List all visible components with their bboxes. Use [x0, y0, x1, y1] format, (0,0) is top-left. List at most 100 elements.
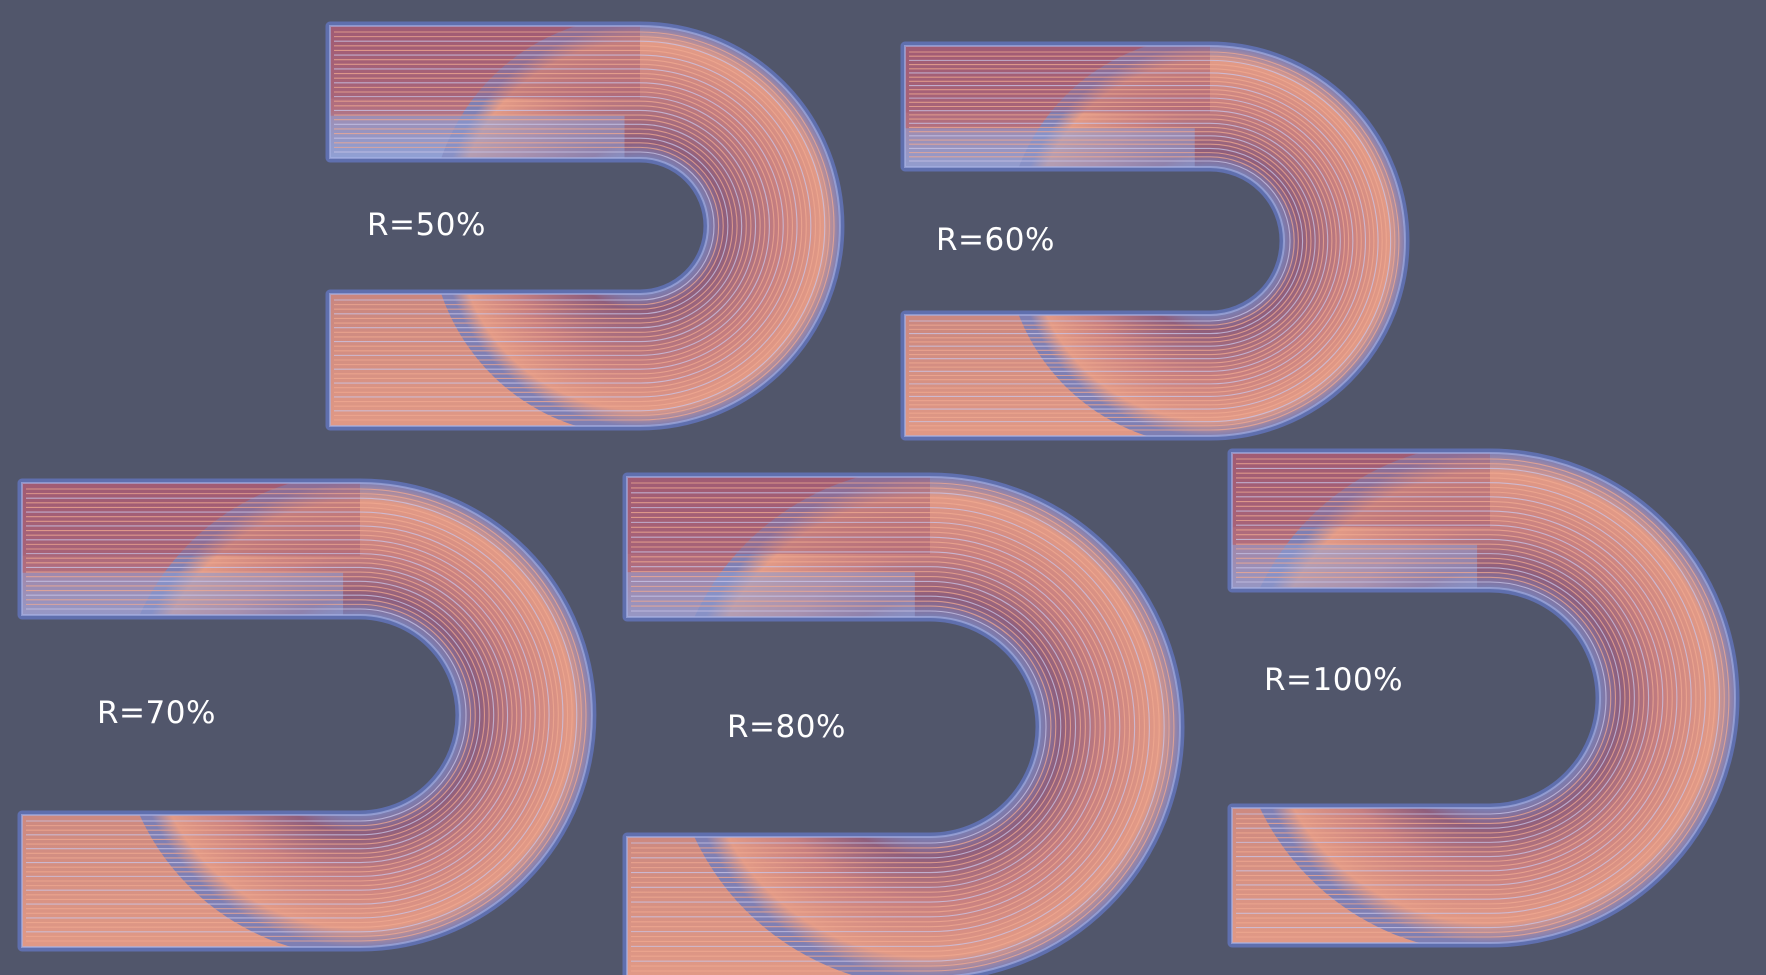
streamline	[334, 86, 780, 366]
streamline	[909, 84, 1366, 398]
streamline	[334, 151, 715, 301]
panel-label-r80: R=80%	[727, 709, 846, 745]
streamline	[631, 580, 1077, 874]
panel-label-r100: R=100%	[1264, 662, 1404, 698]
streamlines	[631, 482, 1175, 972]
streamline	[909, 122, 1329, 360]
streamline	[1236, 538, 1650, 858]
streamline	[1236, 562, 1626, 834]
streamline	[1236, 472, 1716, 924]
streamline	[909, 55, 1396, 427]
streamline	[26, 502, 573, 928]
streamline	[334, 54, 812, 398]
streamline	[26, 585, 490, 845]
streamline	[334, 63, 803, 389]
streamline	[26, 562, 513, 868]
streamline	[631, 556, 1101, 898]
streamline	[631, 605, 1052, 849]
wall-highlight	[626, 476, 1181, 975]
streamline	[909, 59, 1392, 423]
streamline	[26, 493, 582, 937]
streamline	[334, 132, 733, 320]
wall-highlight	[329, 25, 841, 427]
streamline	[631, 541, 1116, 913]
streamline	[631, 566, 1091, 888]
streamline	[334, 128, 738, 324]
streamline	[26, 488, 587, 942]
panel-label-r70: R=70%	[97, 695, 216, 731]
streamline	[26, 576, 499, 854]
streamline	[26, 516, 559, 914]
streamline	[631, 610, 1047, 844]
streamline	[334, 68, 798, 384]
streamline	[631, 600, 1057, 854]
streamlines	[1236, 458, 1730, 938]
streamline	[909, 135, 1316, 347]
streamline	[26, 580, 495, 850]
streamline	[334, 82, 784, 370]
streamline	[909, 64, 1387, 418]
streamline	[1236, 496, 1692, 900]
streamline	[26, 511, 564, 919]
streamline	[909, 118, 1333, 364]
streamline	[1236, 515, 1673, 881]
streamline	[909, 147, 1304, 335]
streamline	[26, 506, 569, 924]
streamline	[909, 114, 1337, 368]
u-bend-panel-r100	[1227, 448, 1740, 948]
streamline	[334, 123, 743, 329]
streamline	[909, 51, 1400, 431]
streamline	[631, 561, 1096, 893]
streamline	[909, 80, 1371, 402]
wall-highlight	[904, 45, 1406, 437]
streamline	[1236, 524, 1664, 872]
streamline	[26, 566, 509, 864]
streamline	[26, 539, 536, 891]
streamline	[1236, 486, 1702, 910]
streamline	[26, 543, 532, 887]
streamline	[1236, 553, 1635, 843]
streamline	[909, 152, 1299, 330]
streamline	[1236, 477, 1711, 919]
streamline	[909, 93, 1358, 389]
streamline	[26, 589, 485, 841]
streamline	[631, 482, 1175, 972]
streamline	[26, 571, 504, 859]
wall-highlight	[21, 482, 593, 948]
streamline	[334, 96, 770, 356]
wall-highlight	[1231, 452, 1736, 944]
streamline	[1236, 581, 1607, 815]
streamline	[26, 548, 527, 882]
streamline	[1236, 467, 1721, 929]
streamline	[334, 49, 817, 403]
streamline	[631, 595, 1062, 859]
streamline	[631, 590, 1067, 864]
streamline	[334, 91, 775, 361]
streamline	[334, 31, 835, 421]
streamline	[631, 507, 1150, 947]
streamline	[334, 36, 830, 416]
streamlines	[909, 51, 1400, 431]
streamline	[334, 119, 747, 333]
streamline	[631, 546, 1111, 908]
streamline	[1236, 510, 1678, 886]
streamline	[26, 557, 518, 873]
streamline	[1236, 543, 1645, 853]
streamline	[334, 40, 826, 412]
streamline	[334, 45, 821, 407]
streamline	[1236, 458, 1730, 938]
streamline	[631, 497, 1160, 957]
streamline	[1236, 482, 1706, 914]
streamline	[631, 571, 1086, 883]
streamline	[1236, 534, 1654, 862]
streamline	[631, 551, 1106, 903]
streamline	[334, 114, 752, 338]
streamline	[334, 72, 793, 380]
streamline	[1236, 505, 1683, 891]
streamline	[334, 100, 766, 352]
streamline	[26, 553, 522, 877]
streamline	[909, 143, 1308, 339]
streamline	[909, 160, 1291, 322]
panel-label-r60: R=60%	[936, 222, 1055, 258]
